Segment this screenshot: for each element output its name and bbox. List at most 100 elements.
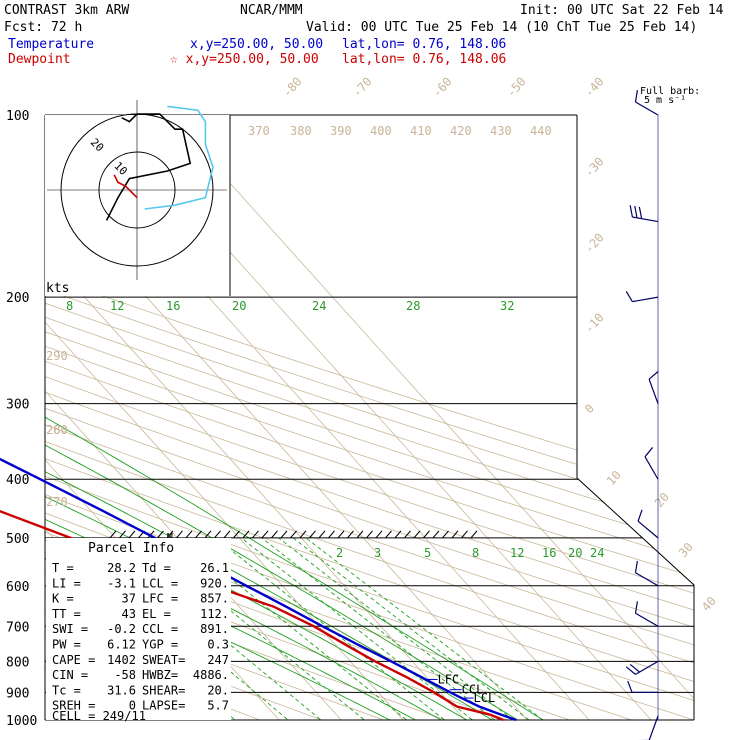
barb-legend-value: 5 m s⁻¹ xyxy=(644,95,686,106)
mixing-ratio-label: 16 xyxy=(542,546,556,560)
hatch-mark xyxy=(347,530,354,539)
parcel-key: YGP = xyxy=(142,638,178,652)
mixing-ratio-label: 28 xyxy=(406,299,420,313)
dry-adiabat-line xyxy=(45,115,694,720)
isotherm-label: -70 xyxy=(350,75,375,100)
pressure-label: 300 xyxy=(6,398,29,413)
parcel-key: SREH = xyxy=(52,699,95,713)
isotherm-line xyxy=(45,115,404,720)
parcel-value: 31.6 xyxy=(107,683,136,697)
parcel-key: SWEAT= xyxy=(142,653,185,667)
parcel-key: TT = xyxy=(52,607,81,621)
wind-barb xyxy=(648,715,659,740)
mixing-ratio-label: 5 xyxy=(424,546,431,560)
hatch-mark xyxy=(128,530,136,539)
theta-label: 430 xyxy=(490,124,512,138)
parcel-info-box: Parcel Info T = 28.2 Td = 26.1 LI = -3.1 LCL =… xyxy=(46,538,231,723)
mixing-ratio-label: 20 xyxy=(232,299,246,313)
mixing-ratio-line xyxy=(141,537,381,720)
hatch-mark xyxy=(337,530,345,539)
isotherm-line xyxy=(45,115,466,720)
parcel-key: EL = xyxy=(142,607,171,621)
hodograph-units: kts xyxy=(46,281,69,296)
mixing-ratio-label: 32 xyxy=(500,299,514,313)
dry-adiabat-line xyxy=(45,115,694,720)
mixing-ratio-label: 12 xyxy=(510,546,524,560)
pressure-label: 800 xyxy=(6,655,29,670)
hatch-mark xyxy=(214,530,221,539)
wind-barb-flag xyxy=(638,206,643,219)
hatch-mark xyxy=(404,530,411,539)
dry-adiabat-line xyxy=(45,115,357,720)
parcel-key: SHEAR= xyxy=(142,683,185,697)
moist-adiabat-line xyxy=(45,268,539,720)
hatch-mark xyxy=(242,530,250,539)
center-name: NCAR/MMM xyxy=(240,3,303,18)
wind-barb xyxy=(635,612,659,627)
wind-barb-flag xyxy=(625,666,636,675)
wind-barb-flag xyxy=(634,560,639,573)
pressure-label: 100 xyxy=(6,109,29,124)
isotherm-line xyxy=(168,115,694,720)
hatch-mark xyxy=(423,530,430,539)
parcel-value: 891. xyxy=(200,622,229,636)
wind-barb xyxy=(635,572,659,587)
theta-label: 390 xyxy=(330,124,352,138)
mixing-ratio-line xyxy=(180,537,423,720)
mixing-ratio-label: 24 xyxy=(590,546,604,560)
parcel-value: 6.12 xyxy=(107,638,136,652)
isotherm-label: 20 xyxy=(652,490,672,510)
hatch-mark xyxy=(109,530,117,539)
hatch-mark xyxy=(442,530,449,539)
theta-label: 440 xyxy=(530,124,552,138)
hatch-mark xyxy=(394,530,402,539)
hatch-mark xyxy=(432,530,440,539)
marker-lcl: LCL xyxy=(474,691,496,705)
parcel-value: 0 xyxy=(129,699,136,713)
parcel-key: K = xyxy=(52,592,74,606)
marker-m: M xyxy=(167,532,173,543)
wind-barb-flag xyxy=(634,90,639,103)
hatch-mark xyxy=(470,530,478,539)
parcel-value: 920. xyxy=(200,576,229,590)
hatch-mark xyxy=(157,530,164,539)
isotherm-label: -60 xyxy=(430,75,455,100)
wind-barb-flag xyxy=(625,291,633,302)
marker-lfc: LFC xyxy=(438,672,460,686)
dry-adiabat-line xyxy=(45,115,694,720)
dry-adiabat-line xyxy=(45,115,694,720)
hatch-mark xyxy=(328,530,335,539)
plot-right-edge xyxy=(576,115,695,720)
wind-barb-flag xyxy=(634,205,638,218)
parcel-key: Tc = xyxy=(52,683,81,697)
hatch-mark xyxy=(252,530,259,539)
theta-label: 260 xyxy=(46,423,68,437)
temperature-legend-xy: x,y=250.00, 50.00 xyxy=(190,37,323,52)
hatch-mark xyxy=(309,530,316,539)
parcel-value: 43 xyxy=(122,607,136,621)
parcel-value: -0.2 xyxy=(107,622,136,636)
wind-barb xyxy=(648,379,659,404)
mixing-ratio-label: 2 xyxy=(336,546,343,560)
wind-barb-flag xyxy=(629,205,633,218)
parcel-key: LFC = xyxy=(142,592,178,606)
parcel-key: CIN = xyxy=(52,668,88,682)
dry-adiabat-line xyxy=(45,115,420,720)
hatch-mark xyxy=(195,530,202,539)
hatch-mark xyxy=(261,530,269,539)
wind-barb xyxy=(637,520,659,539)
dry-adiabat-line xyxy=(45,115,694,720)
hatch-mark xyxy=(299,530,307,539)
parcel-value: 112. xyxy=(200,607,229,621)
parcel-value: 1402 xyxy=(107,653,136,667)
model-name: CONTRAST 3km ARW xyxy=(4,3,129,18)
pressure-label: 600 xyxy=(6,580,29,595)
wind-barb-flag xyxy=(648,370,659,380)
dry-adiabat-line xyxy=(45,115,694,720)
dry-adiabat-line xyxy=(45,115,694,720)
isotherm-label: -80 xyxy=(280,75,305,100)
dry-adiabat-line xyxy=(45,115,694,720)
hatch-mark xyxy=(176,530,183,539)
hatch-mark xyxy=(185,530,193,539)
hatch-mark xyxy=(413,530,421,539)
